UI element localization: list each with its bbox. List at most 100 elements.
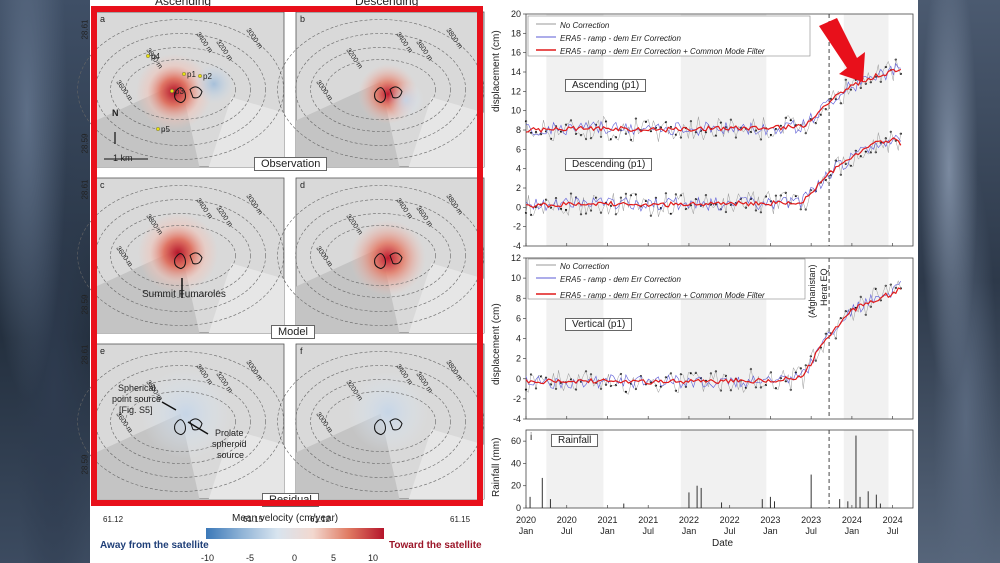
contour-line (125, 59, 236, 120)
x-tick-month: Jul (805, 526, 817, 536)
contour-line (310, 47, 451, 132)
contour-line (295, 365, 466, 478)
x-tick-month: Jan (682, 526, 697, 536)
contour-line (95, 365, 266, 478)
contour-line (277, 185, 484, 326)
map-slope-light (408, 263, 484, 333)
fumarole-outline (189, 86, 203, 99)
scale-label: 1 km (113, 153, 133, 163)
map-slope-light (208, 263, 284, 333)
x-tick-month: Jan (600, 526, 615, 536)
contour-line (295, 33, 466, 146)
panel-g-ylabel: displacement (cm) (491, 30, 502, 112)
y-tick-label: -4 (513, 241, 521, 251)
x-tick-year: 2020 (516, 515, 536, 525)
panel-letter-d: d (300, 180, 305, 190)
satellite-background-right (915, 0, 1000, 563)
point-label-p1: p1 (187, 70, 196, 79)
map-slope-light (208, 429, 284, 499)
fumarole-outline (374, 87, 386, 104)
north-label: N (112, 108, 119, 118)
series-era5-cmf (525, 137, 902, 209)
ascending-title: Ascending (155, 0, 212, 8)
panel-frame (525, 429, 914, 509)
point-marker-p4 (146, 54, 151, 59)
map-slope-light (208, 97, 284, 167)
colorbar-tick-1: -10 (201, 553, 215, 563)
y-tick-label: 60 (511, 436, 521, 446)
colorbar-tick-5: 10 (368, 553, 379, 563)
spherical-pointer (161, 401, 177, 411)
data-point (884, 65, 887, 69)
lon-tick-c: 61.12 (310, 515, 331, 524)
panel-letter-e: e (100, 346, 105, 356)
series-era5-cmf (525, 287, 902, 385)
series-era5 (525, 134, 902, 212)
data-point (659, 385, 663, 388)
descending-title: Descending (355, 0, 419, 8)
colorbar-title: Mean velocity (cm/year) (232, 513, 339, 524)
legend-g-3: ERA5 - ramp - dem Err Correction + Commo… (560, 47, 765, 56)
red-arrow-icon (819, 18, 865, 82)
y-tick-label: 14 (511, 67, 521, 77)
y-tick-label: 12 (511, 253, 521, 263)
colorbar-tick-3: 0 (292, 553, 298, 563)
map-slope-light (408, 429, 484, 499)
y-tick-label: 4 (516, 334, 521, 344)
fumaroles-label: Summit Fumaroles (142, 289, 226, 300)
spherical-label-2: point source (112, 394, 162, 404)
highlight-frame (91, 6, 483, 506)
contour-line (110, 213, 251, 298)
panel-h-ylabel: displacement (cm) (491, 303, 502, 385)
contour-line (325, 225, 436, 286)
contour-line (325, 59, 436, 120)
data-point (564, 208, 568, 212)
panel-i-ylabel: Rainfall (mm) (491, 437, 502, 497)
deformation-blob (141, 369, 231, 459)
lon-tick-a: 61.12 (103, 515, 124, 524)
deformation-blob (388, 82, 424, 118)
lon-tick-b: 61.15 (243, 515, 264, 524)
contour-line (77, 19, 284, 160)
y-tick-label: 40 (511, 458, 521, 468)
contour-line (95, 199, 266, 312)
contour-line (310, 379, 451, 464)
colorbar-gradient (206, 528, 384, 539)
contour-line (310, 213, 451, 298)
deformation-blob (350, 220, 426, 296)
legend-box (527, 15, 811, 57)
prolate-label-2: spheroid (212, 439, 247, 449)
legend-h-3: ERA5 - ramp - dem Err Correction + Commo… (560, 291, 765, 300)
y-tick-label: 8 (516, 125, 521, 135)
caption-observation: Observation (254, 157, 328, 171)
contour-line (277, 19, 484, 160)
data-point (524, 388, 528, 391)
spherical-label-3: [Fig. S5] (119, 405, 153, 415)
vertical-p1-box: Vertical (p1) (565, 318, 633, 331)
point-marker-p2 (197, 74, 202, 79)
panel-letter-b: b (300, 14, 305, 24)
event-label-2: Herat EQ (819, 268, 829, 306)
x-tick-year: 2023 (760, 515, 780, 525)
panel-letter-i: i (530, 432, 532, 443)
x-tick-month: Jan (519, 526, 534, 536)
prolate-pointer (187, 421, 209, 435)
prolate-label-3: source (217, 450, 245, 460)
point-marker-p5 (156, 126, 161, 131)
fumarole-outline (174, 253, 186, 270)
x-tick-month: Jul (887, 526, 899, 536)
y-tick-label: -2 (513, 394, 521, 404)
descending-p1-box: Descending (p1) (565, 158, 653, 171)
legend-box (527, 258, 806, 300)
contour-line (95, 33, 266, 146)
series-era5 (525, 281, 902, 389)
y-tick-label: 2 (516, 183, 521, 193)
fumarole-outline (189, 418, 203, 431)
panel-letter-f: f (300, 346, 303, 356)
contour-line (77, 185, 284, 326)
